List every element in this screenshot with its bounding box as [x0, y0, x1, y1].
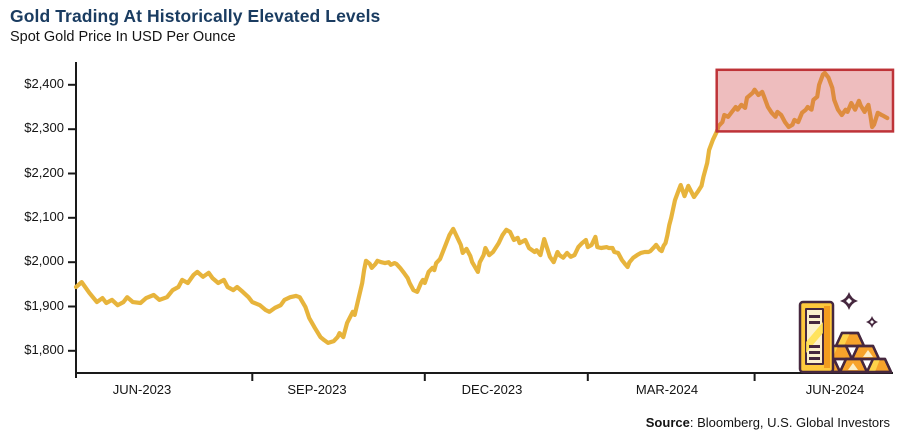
- y-tick-label: $2,400: [24, 76, 64, 91]
- source-label: Source: [645, 415, 690, 430]
- axes: [75, 62, 893, 378]
- source-text: : Bloomberg, U.S. Global Investors: [689, 415, 890, 430]
- y-tick-label: $2,000: [24, 253, 64, 268]
- x-tick-label: DEC-2023: [461, 382, 523, 397]
- x-axis-ticks: [251, 373, 756, 381]
- y-tick-label: $2,300: [24, 120, 64, 135]
- y-tick-label: $1,800: [24, 342, 64, 357]
- source-attribution: Source: Bloomberg, U.S. Global Investors: [646, 415, 890, 430]
- chart-subtitle: Spot Gold Price In USD Per Ounce: [10, 29, 236, 45]
- x-tick-label: SEP-2023: [287, 382, 347, 397]
- gold-price-line: [73, 70, 890, 345]
- x-tick-label: MAR-2024: [635, 382, 699, 397]
- y-tick-label: $1,900: [24, 297, 64, 313]
- highlight-region-box: [715, 68, 895, 133]
- page-title: Gold Trading At Historically Elevated Le…: [10, 6, 381, 26]
- gold-bars-icon: [798, 292, 893, 374]
- y-tick-label: $2,200: [24, 164, 64, 180]
- x-tick-label: JUN-2024: [805, 382, 865, 397]
- x-tick-label: JUN-2023: [112, 382, 172, 397]
- y-tick-label: $2,100: [24, 209, 64, 224]
- y-axis-ticks: [68, 83, 76, 352]
